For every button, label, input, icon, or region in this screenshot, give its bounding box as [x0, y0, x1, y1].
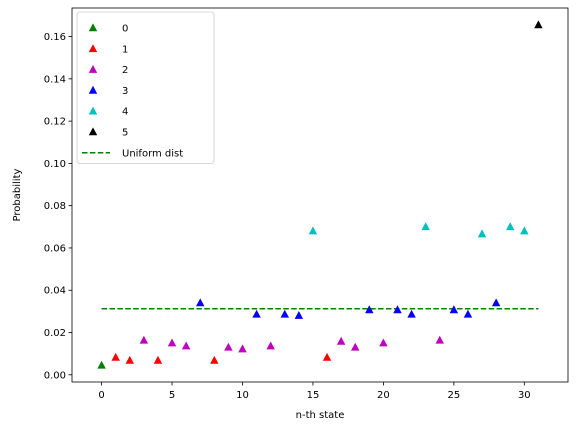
- data-point-series-4: [477, 229, 487, 238]
- plot-frame: [71, 7, 569, 383]
- data-point-series-3: [393, 305, 402, 314]
- y-tick-label: 0.02: [44, 328, 66, 339]
- x-axis-ticks: 0 5 10 15 20 25 30: [98, 382, 531, 401]
- legend-marker-3: [88, 85, 98, 94]
- legend-label-4: 4: [122, 107, 128, 118]
- data-point-series-2: [350, 342, 360, 351]
- data-point-series-4: [505, 222, 515, 231]
- data-point-series-3: [365, 305, 374, 314]
- x-tick-label: 25: [447, 390, 460, 401]
- x-tick-label: 0: [98, 390, 104, 401]
- data-point-series-2: [336, 336, 346, 345]
- legend-marker-5: [88, 127, 98, 136]
- legend-marker-2: [88, 65, 98, 73]
- data-point-series-3: [449, 305, 459, 314]
- legend-box: [76, 11, 215, 165]
- data-point-series-3: [491, 298, 501, 307]
- data-point-series-3: [280, 309, 290, 318]
- legend-label-5: 5: [122, 128, 128, 139]
- legend-label-0: 0: [122, 24, 128, 35]
- legend-marker-4: [88, 106, 98, 115]
- y-tick-label: 0.08: [44, 201, 66, 212]
- legend-label-1: 1: [122, 44, 128, 55]
- y-tick-label: 0.06: [44, 243, 66, 254]
- data-point-series-1: [125, 355, 135, 364]
- data-point-series-2: [224, 342, 233, 351]
- legend-label-2: 2: [122, 65, 128, 76]
- data-markers: [97, 20, 543, 369]
- data-point-series-2: [238, 344, 247, 353]
- x-tick-label: 20: [377, 390, 390, 401]
- legend-label-3: 3: [122, 86, 128, 97]
- data-point-series-4: [520, 226, 529, 235]
- data-point-series-3: [195, 298, 205, 307]
- data-point-series-1: [153, 355, 163, 364]
- data-point-series-3: [252, 309, 261, 318]
- y-axis-ticks: 0.00 0.02 0.04 0.06 0.08 0.10 0.12 0.14 0.16: [44, 32, 72, 381]
- data-point-series-2: [266, 341, 275, 350]
- data-point-series-2: [181, 341, 191, 350]
- y-axis-label: Probability: [12, 168, 23, 221]
- data-point-series-2: [379, 338, 388, 347]
- y-tick-label: 0.14: [44, 74, 66, 85]
- legend-marker-1: [88, 44, 98, 53]
- data-point-series-4: [308, 226, 318, 235]
- x-axis-label: n-th state: [296, 410, 345, 421]
- data-point-series-3: [463, 309, 473, 318]
- data-point-series-2: [139, 335, 149, 344]
- legend: 0 1 2 3 4 5 Uniform dist: [76, 11, 215, 165]
- data-point-series-1: [210, 355, 219, 364]
- y-tick-label: 0.10: [44, 159, 66, 170]
- x-tick-label: 30: [518, 390, 531, 401]
- y-tick-label: 0.00: [44, 370, 66, 381]
- legend-label-uniform-dist: Uniform dist: [122, 148, 183, 159]
- data-point-series-1: [322, 352, 332, 361]
- y-tick-label: 0.12: [44, 117, 66, 128]
- data-point-series-2: [167, 338, 177, 347]
- x-tick-label: 15: [307, 390, 320, 401]
- data-point-series-0: [97, 360, 106, 369]
- data-point-series-3: [407, 309, 416, 318]
- data-point-series-1: [111, 352, 120, 361]
- x-tick-label: 10: [236, 390, 249, 401]
- data-point-series-3: [294, 311, 304, 319]
- legend-marker-0: [88, 23, 98, 32]
- x-tick-label: 5: [169, 390, 175, 401]
- data-point-series-5: [534, 20, 543, 29]
- y-tick-label: 0.04: [44, 286, 66, 297]
- data-point-series-4: [421, 222, 430, 231]
- data-point-series-2: [435, 335, 445, 344]
- y-tick-label: 0.16: [44, 32, 66, 43]
